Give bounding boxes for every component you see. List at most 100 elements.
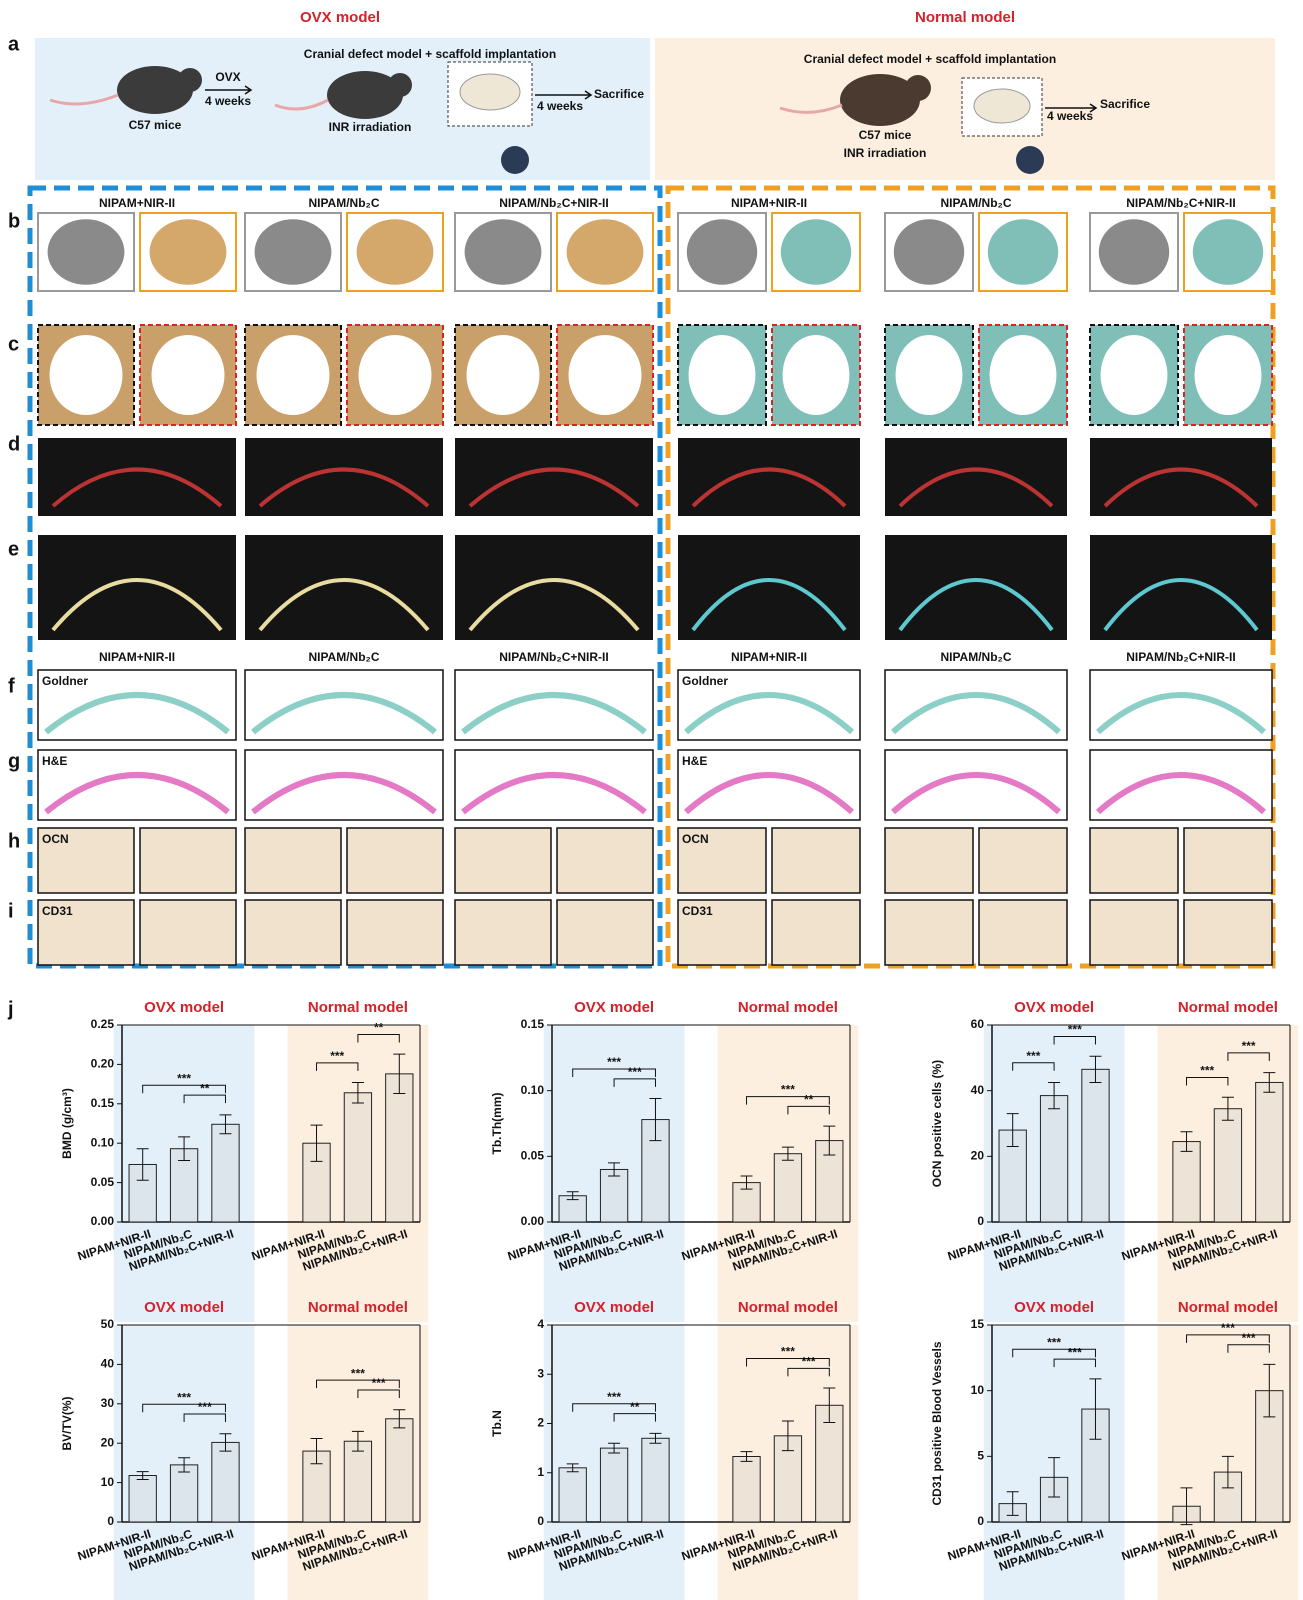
significance-label: ***: [177, 1390, 191, 1404]
bar: [170, 1465, 197, 1522]
y-tick-label: 0: [107, 1514, 114, 1528]
panel-letter: b: [8, 210, 20, 232]
skull: [687, 219, 757, 285]
surgery-step: Cranial defect model + scaffold implanta…: [304, 47, 556, 61]
y-tick-label: 50: [101, 1317, 115, 1331]
skull: [1193, 219, 1263, 285]
section-image: [455, 750, 653, 820]
surgery-step: Cranial defect model + scaffold implanta…: [804, 52, 1056, 66]
micro-ct-image: [1090, 535, 1272, 640]
micro-ct-image: [245, 535, 443, 640]
skull: [357, 219, 434, 285]
y-axis-label: CD31 positive Blood Vessels: [930, 1341, 944, 1505]
ihc-image: [772, 900, 860, 965]
significance-label: ***: [351, 1366, 365, 1380]
bar: [344, 1441, 371, 1522]
ihc-image: [979, 828, 1067, 893]
significance-label: ***: [177, 1071, 191, 1085]
y-tick-label: 10: [101, 1475, 115, 1489]
ihc-image: [1184, 900, 1272, 965]
group-header: NIPAM/Nb₂C+NIR-II: [1126, 650, 1235, 664]
bar: [600, 1448, 627, 1522]
end-step: Sacrifice: [1100, 97, 1150, 111]
y-tick-label: 0: [977, 1514, 984, 1528]
group-header: NIPAM/Nb₂C+NIR-II: [1126, 196, 1235, 210]
defect: [257, 335, 330, 415]
significance-label: ***: [1200, 1064, 1214, 1078]
significance-label: ***: [1026, 1049, 1040, 1063]
bar: [344, 1093, 371, 1222]
end-step: Sacrifice: [594, 87, 644, 101]
ovx-title: OVX model: [300, 9, 380, 26]
y-tick-label: 0.25: [91, 1017, 115, 1031]
significance-label: **: [630, 1400, 640, 1414]
skull: [255, 219, 332, 285]
ihc-image: [1090, 900, 1178, 965]
ihc-image: [245, 828, 341, 893]
defect: [467, 335, 540, 415]
significance-label: ***: [607, 1390, 621, 1404]
ovx-step: OVX: [215, 70, 240, 84]
y-axis-label: BV/TV(%): [60, 1396, 74, 1450]
group-header: NIPAM+NIR-II: [99, 650, 175, 664]
skull: [988, 219, 1058, 285]
y-axis-label: Tb.Th(mm): [490, 1093, 504, 1155]
y-axis-label: BMD (g/cm³): [60, 1088, 74, 1159]
y-tick-label: 0.15: [521, 1017, 545, 1031]
ihc-image: [140, 900, 236, 965]
significance-label: ***: [781, 1083, 795, 1097]
y-tick-label: 0: [537, 1514, 544, 1528]
stain-label: Goldner: [42, 674, 88, 688]
bar: [129, 1476, 156, 1522]
panel-letter: d: [8, 433, 20, 455]
significance-label: ***: [330, 1049, 344, 1063]
ihc-image: [455, 828, 551, 893]
defect: [152, 335, 225, 415]
y-tick-label: 15: [971, 1317, 985, 1331]
skull: [894, 219, 964, 285]
bar: [559, 1468, 586, 1522]
stain-label: CD31: [42, 904, 73, 918]
bar: [1256, 1082, 1283, 1222]
significance-label: ***: [1242, 1039, 1256, 1053]
significance-label: ***: [1221, 1321, 1235, 1335]
duration: 4 weeks: [205, 94, 251, 108]
duration: 4 weeks: [537, 99, 583, 113]
ihc-image: [455, 900, 551, 965]
panel-letter: g: [8, 750, 20, 772]
micro-ct-image: [38, 535, 236, 640]
micro-ct-image: [455, 438, 653, 516]
ihc-image: [1184, 828, 1272, 893]
stain-label: Goldner: [682, 674, 728, 688]
panel-letter: e: [8, 538, 19, 560]
ihc-image: [885, 900, 973, 965]
micro-ct-image: [678, 438, 860, 516]
group-title: Normal model: [308, 999, 408, 1016]
group-title: OVX model: [144, 999, 224, 1016]
y-tick-label: 0: [977, 1214, 984, 1228]
panel-letter: i: [8, 900, 14, 922]
group-title: Normal model: [738, 999, 838, 1016]
group-header: NIPAM/Nb₂C+NIR-II: [499, 196, 608, 210]
section-image: [885, 750, 1067, 820]
bar: [386, 1419, 413, 1522]
y-tick-label: 20: [101, 1435, 115, 1449]
group-header: NIPAM/Nb₂C+NIR-II: [499, 650, 608, 664]
skull: [1099, 219, 1169, 285]
significance-label: ***: [607, 1055, 621, 1069]
ihc-image: [1090, 828, 1178, 893]
micro-ct-image: [885, 438, 1067, 516]
normal-title: Normal model: [915, 9, 1015, 26]
section-image: [455, 670, 653, 740]
skull: [465, 219, 542, 285]
mouse-label: C57 mice: [129, 118, 182, 132]
group-header: NIPAM+NIR-II: [731, 650, 807, 664]
group-title: OVX model: [1014, 1299, 1094, 1316]
group-title: OVX model: [574, 999, 654, 1016]
defect: [896, 335, 963, 415]
section-image: [885, 670, 1067, 740]
skull: [567, 219, 644, 285]
bar: [386, 1074, 413, 1222]
bar: [733, 1456, 760, 1522]
significance-label: ***: [1068, 1345, 1082, 1359]
